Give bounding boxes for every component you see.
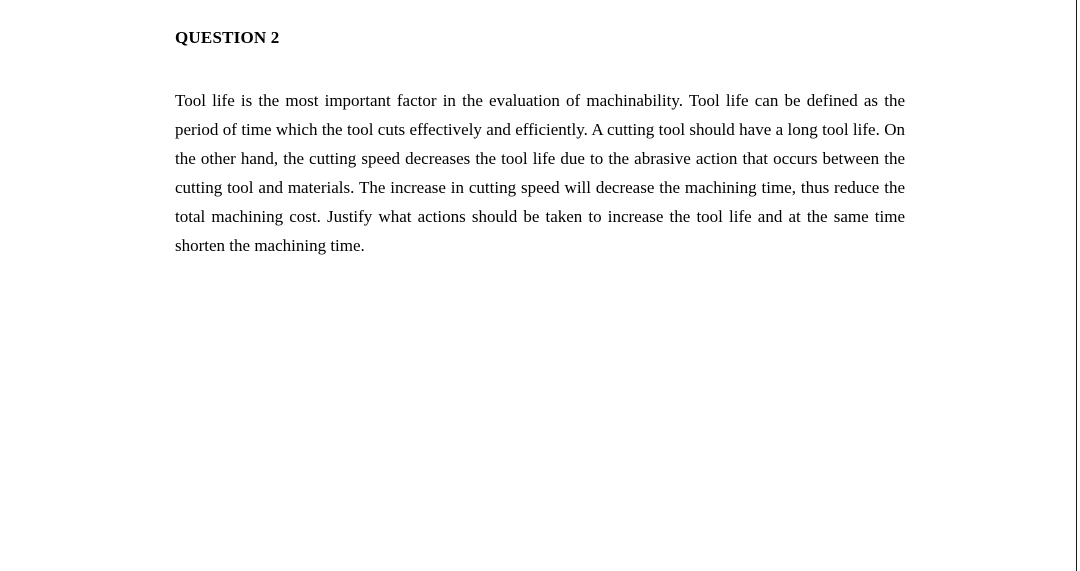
question-heading: QUESTION 2 <box>175 28 905 48</box>
page-right-border <box>1076 0 1077 571</box>
question-body-text: Tool life is the most important factor i… <box>175 86 905 260</box>
